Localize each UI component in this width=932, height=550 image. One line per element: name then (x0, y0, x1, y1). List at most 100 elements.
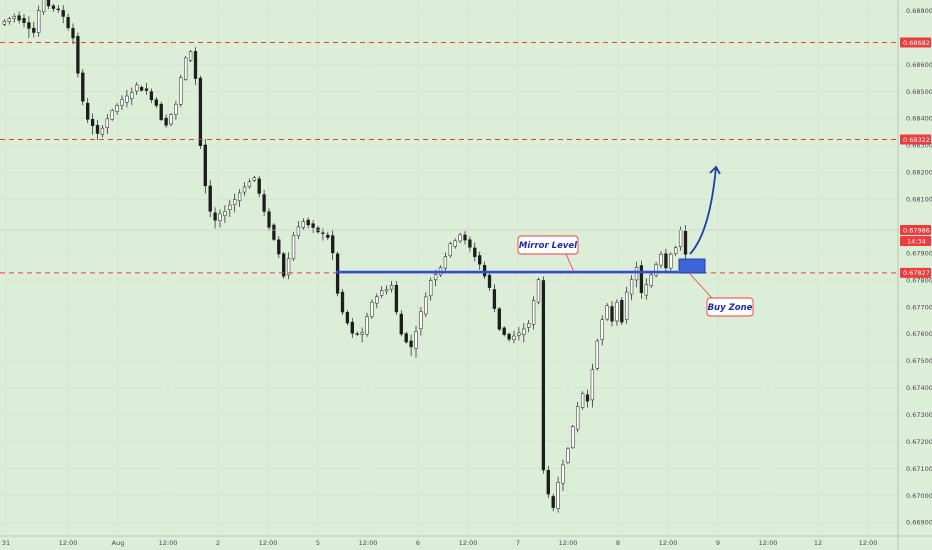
buy-zone-callout-box (706, 297, 754, 317)
candle-body (76, 35, 80, 74)
mirror-level-callout: Mirror Level (517, 235, 579, 273)
candle-body (595, 340, 599, 369)
candle-body (375, 296, 379, 304)
x-tick-label: 5 (316, 539, 320, 547)
x-tick-label: 12:00 (659, 539, 678, 547)
candle-body (198, 77, 203, 146)
support-resistance-levels (0, 42, 898, 274)
candle-body (620, 299, 624, 323)
candle-body (527, 323, 531, 328)
candle-body (188, 51, 193, 61)
candle-body (135, 84, 139, 92)
candle-body (512, 335, 516, 340)
price-level-tag (900, 267, 931, 278)
candle-body (282, 253, 286, 277)
candle-body (365, 316, 369, 335)
candle-body (184, 57, 188, 80)
candle-body (149, 91, 154, 101)
candle-body (237, 192, 242, 202)
candle-body (585, 394, 590, 402)
candle-body (17, 15, 21, 21)
candle-body (414, 331, 418, 349)
candle-body (139, 87, 144, 91)
price-axis[interactable]: 0.68800 0.68600 0.68500 0.68400 0.68300 0.682… (897, 0, 932, 550)
candle-body (478, 255, 482, 265)
candle-body (482, 264, 487, 277)
current-price-label: 0.67986 (903, 226, 930, 234)
candle-body (335, 253, 340, 294)
candle-body (37, 10, 41, 33)
x-tick-label: 12 (814, 539, 822, 547)
candle-body (580, 393, 585, 408)
candle-body (394, 284, 399, 313)
mirror-level-callout-box (517, 235, 579, 255)
y-tick-label: 0.67900 (906, 249, 932, 257)
candle-body (424, 296, 428, 315)
candle-body (203, 144, 207, 187)
candle-body (154, 99, 158, 106)
y-tick-label: 0.67600 (906, 330, 932, 338)
candle-body (51, 5, 56, 9)
candle-body (531, 300, 536, 325)
candle-body (380, 290, 384, 296)
candle-body (286, 258, 291, 276)
candle-body (468, 239, 472, 248)
candle-body (277, 239, 281, 255)
candle-body (600, 319, 604, 340)
candle-body (56, 8, 60, 10)
mirror-level-leader (565, 253, 575, 273)
y-tick-label: 0.67700 (906, 303, 932, 311)
y-tick-label: 0.67200 (906, 438, 932, 446)
price-level-tag (900, 134, 931, 145)
candle-body (370, 301, 374, 317)
y-tick-label: 0.68400 (906, 115, 932, 123)
candle-body (257, 178, 261, 194)
candle-body (576, 406, 580, 430)
candle-body (267, 211, 271, 228)
candle-body (669, 254, 673, 269)
buy-zone-leader (689, 273, 713, 299)
candle-body (164, 117, 168, 126)
candle-body (629, 279, 634, 295)
y-tick-label: 0.68600 (906, 61, 932, 69)
candle-body (674, 247, 678, 254)
candle-body (448, 243, 452, 257)
candle-body (291, 234, 296, 260)
candle-body (429, 280, 433, 297)
candle-body (105, 118, 109, 128)
candle-body (301, 221, 305, 228)
y-tick-label: 0.68300 (906, 142, 932, 150)
candle-body (590, 369, 595, 401)
candle-body (649, 274, 653, 286)
x-tick-label: 12:00 (559, 539, 578, 547)
price-level-tag (900, 37, 931, 48)
candle-body (66, 17, 70, 29)
y-tick-label: 0.68100 (906, 196, 932, 204)
candle-body (218, 213, 222, 221)
candle-body (193, 51, 198, 79)
candle-body (228, 204, 232, 210)
candle-body (130, 92, 134, 99)
candle-body (213, 212, 217, 221)
candle-body (654, 264, 658, 276)
candle-body (120, 99, 124, 106)
price-axis-highlights: 0.68682 0.68322 0.67827 0.67986 14:34 (900, 37, 931, 278)
candle-body (615, 302, 619, 322)
time-axis[interactable]: 31 12:00 Aug 12:00 2 12:00 5 12:00 6 12:00 7 12:00 8… (0, 535, 932, 547)
candle-body (247, 181, 252, 188)
x-tick-label: 12:00 (259, 539, 278, 547)
x-tick-label: 2 (216, 539, 220, 547)
candle-body (81, 72, 85, 102)
x-tick-label: 12:00 (859, 539, 878, 547)
buy-zone-box (678, 258, 706, 274)
candle-body (399, 313, 403, 335)
candle-body (179, 77, 183, 105)
candlestick-series (2, 0, 688, 513)
y-tick-label: 0.67000 (906, 492, 932, 500)
candle-body (311, 223, 315, 228)
price-level-tag-label: 0.68682 (903, 39, 930, 47)
candle-body (22, 18, 26, 23)
candle-body (522, 328, 526, 335)
